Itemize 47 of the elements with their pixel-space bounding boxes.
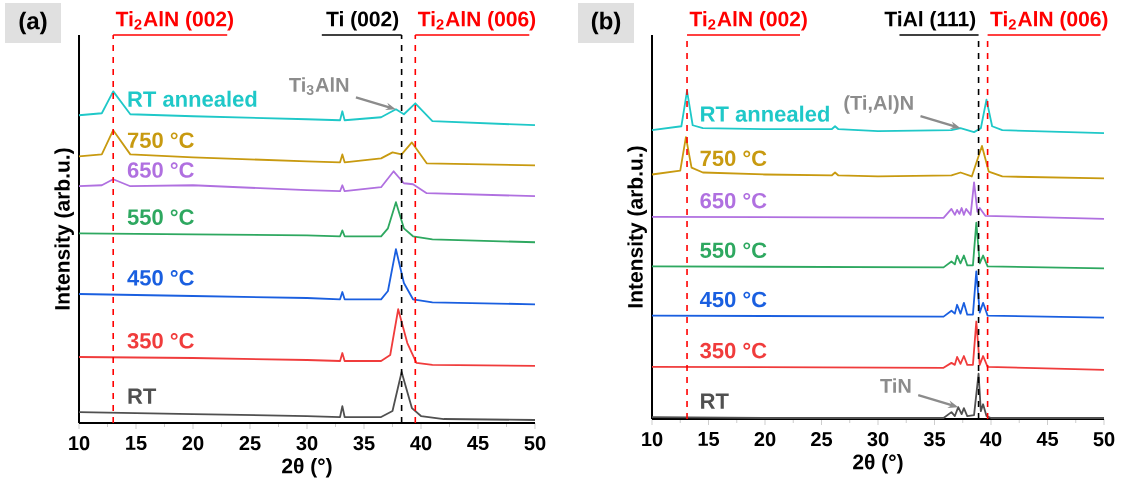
x-tick-label: 15 [698, 432, 720, 447]
x-tick-label: 10 [69, 436, 90, 451]
y-axis-title: Intensity (arb.u.) [54, 148, 74, 310]
series-label: RT annealed [701, 105, 829, 122]
x-tick-label: 25 [811, 432, 833, 447]
series-label: 650 °C [127, 162, 194, 178]
series-label: 550 °C [127, 209, 194, 225]
annotation: (Ti,Al)N [844, 95, 913, 114]
x-tick-label: 40 [980, 432, 1002, 447]
ref-line-label: Ti$_{2}$AlN (006) [417, 11, 536, 31]
x-tick-label: 20 [182, 436, 204, 451]
x-axis-title: 2θ (°) [282, 457, 332, 478]
chart-title: (a) [19, 11, 47, 35]
series-label: 550 °C [700, 242, 767, 258]
series-label: 650 °C [700, 192, 767, 209]
series-label: RT [128, 388, 157, 404]
x-tick-label: 30 [867, 432, 889, 447]
x-tick-label: 15 [126, 436, 147, 451]
ref-line-label: Ti$_{2}$AlN (002) [689, 11, 807, 31]
x-tick-label: 10 [642, 432, 663, 447]
x-axis-title: 2θ (°) [853, 453, 903, 474]
series-label: 750 °C [700, 150, 767, 167]
chart-title: (b) [591, 11, 621, 35]
ref-line-label: Ti (002) [326, 11, 399, 31]
series-label: 750 °C [127, 132, 194, 148]
series-label: 350 °C [700, 342, 767, 359]
series-label: RT annealed [128, 90, 257, 107]
series-label: 350 °C [127, 333, 194, 349]
ref-line-label: Ti$_{2}$AlN (002) [115, 11, 233, 31]
x-tick-label: 25 [239, 436, 261, 451]
x-tick-label: 45 [1036, 432, 1059, 447]
x-tick-label: 35 [353, 436, 375, 451]
x-tick-label: 30 [296, 436, 318, 451]
annotation: Ti$_{3}$AlN [289, 77, 349, 95]
x-tick-label: 50 [1093, 432, 1115, 447]
x-tick-label: 20 [754, 432, 776, 447]
ref-line-label: Ti$_{2}$AlN (006) [990, 11, 1108, 31]
x-tick-label: 45 [467, 436, 489, 451]
y-axis-title: Intensity (arb.u.) [627, 146, 647, 308]
series-label: 450 °C [127, 270, 194, 286]
x-tick-label: 50 [524, 436, 546, 451]
ref-line-label: TiAl (111) [884, 11, 976, 31]
annotation: TiN [880, 378, 911, 393]
x-tick-label: 40 [410, 436, 432, 451]
series-label: RT [701, 393, 729, 409]
series-label: 450 °C [699, 291, 767, 308]
x-tick-label: 35 [923, 432, 946, 447]
